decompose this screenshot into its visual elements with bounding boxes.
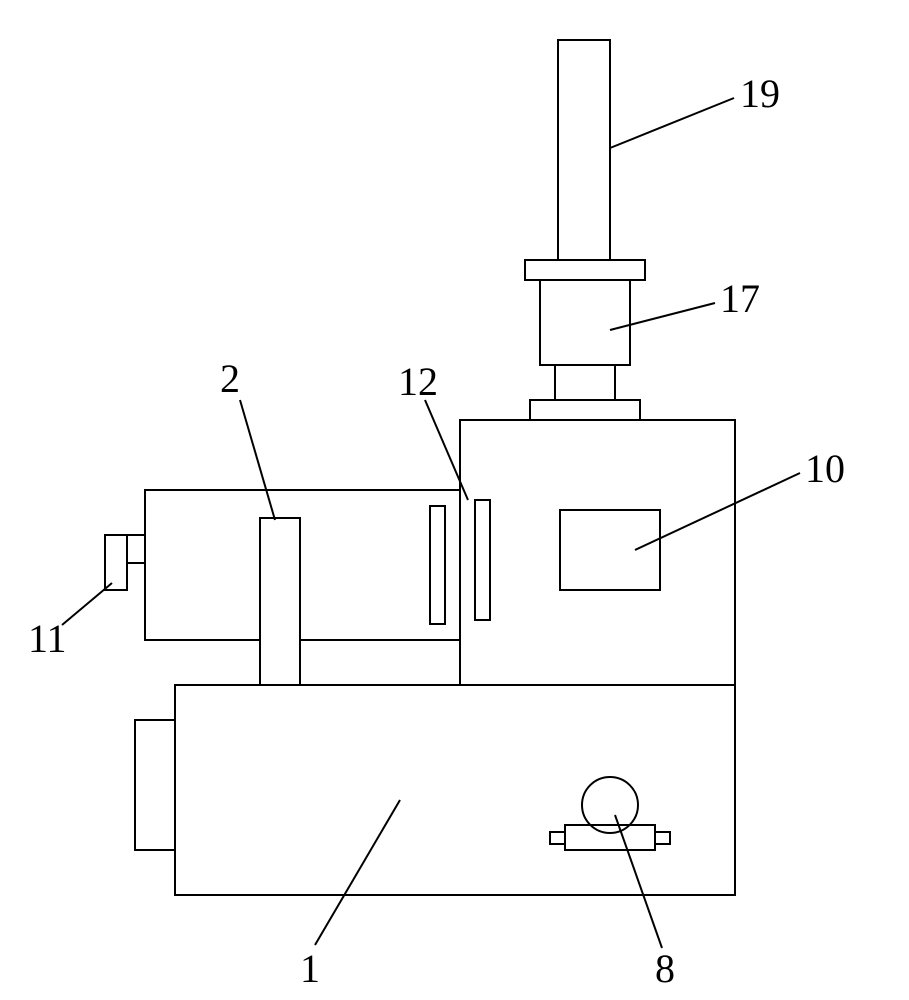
diagram-container: 19 17 12 2 10 11 1 8 xyxy=(0,0,909,1000)
label-17: 17 xyxy=(720,275,760,322)
label-8: 8 xyxy=(655,945,675,992)
label-10: 10 xyxy=(805,445,845,492)
label-19: 19 xyxy=(740,70,780,117)
label-11: 11 xyxy=(28,615,67,662)
label-1: 1 xyxy=(300,945,320,992)
label-12: 12 xyxy=(398,358,438,405)
schematic-svg xyxy=(0,0,909,1000)
label-2: 2 xyxy=(220,355,240,402)
